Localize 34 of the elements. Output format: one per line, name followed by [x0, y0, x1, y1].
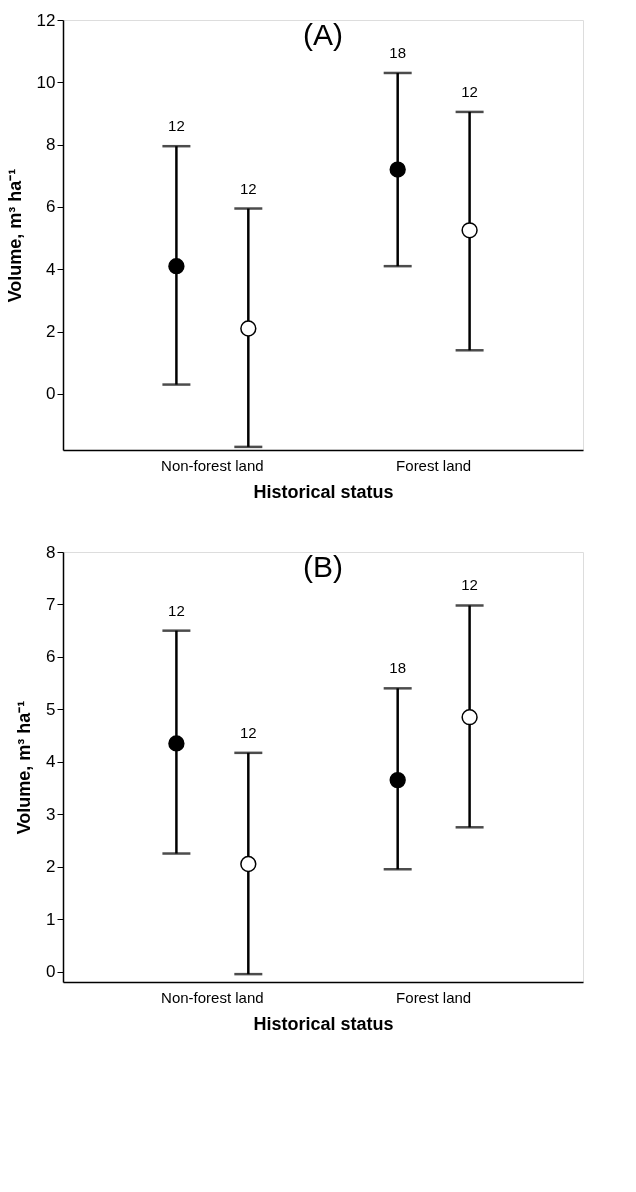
- y-tick-label: 2: [46, 857, 56, 877]
- y-tick-label: 5: [46, 699, 56, 719]
- annotation: 12: [461, 82, 478, 100]
- y-tick-label: 0: [46, 962, 56, 982]
- x-axis-title: Historical status: [253, 1013, 394, 1034]
- y-tick-label: 6: [46, 197, 56, 217]
- y-tick-label: 1: [46, 909, 56, 929]
- y-tick-label: 2: [46, 322, 56, 342]
- y-tick-label: 8: [46, 542, 56, 562]
- annotation: 12: [168, 117, 185, 135]
- y-tick-label: 3: [46, 804, 56, 824]
- y-tick-label: 0: [46, 384, 56, 404]
- y-tick-label: 8: [46, 135, 56, 155]
- y-tick-label: 10: [36, 72, 56, 92]
- annotation: 12: [239, 723, 257, 741]
- y-tick-label: 4: [46, 752, 56, 772]
- annotation: 18: [389, 659, 407, 677]
- annotation: 12: [461, 576, 478, 594]
- y-axis-title: Volume, m³ ha⁻¹: [14, 700, 35, 835]
- chart-title: (A): [303, 18, 343, 51]
- chart-title: (B): [303, 550, 343, 583]
- x-tick-label: Forest land: [396, 456, 472, 474]
- x-axis-title: Historical status: [253, 481, 394, 502]
- x-tick-label: Forest land: [396, 988, 472, 1006]
- x-tick-label: Non-forest land: [161, 456, 264, 474]
- y-tick-label: 4: [46, 259, 56, 279]
- y-tick-label: 7: [46, 594, 56, 614]
- y-tick-label: 12: [36, 10, 56, 30]
- annotation: 12: [168, 601, 185, 619]
- y-axis-title: Volume, m³ ha⁻¹: [4, 168, 25, 303]
- annotation: 12: [239, 179, 257, 197]
- annotation: 18: [389, 43, 407, 61]
- y-tick-label: 6: [46, 647, 56, 667]
- x-tick-label: Non-forest land: [161, 988, 264, 1006]
